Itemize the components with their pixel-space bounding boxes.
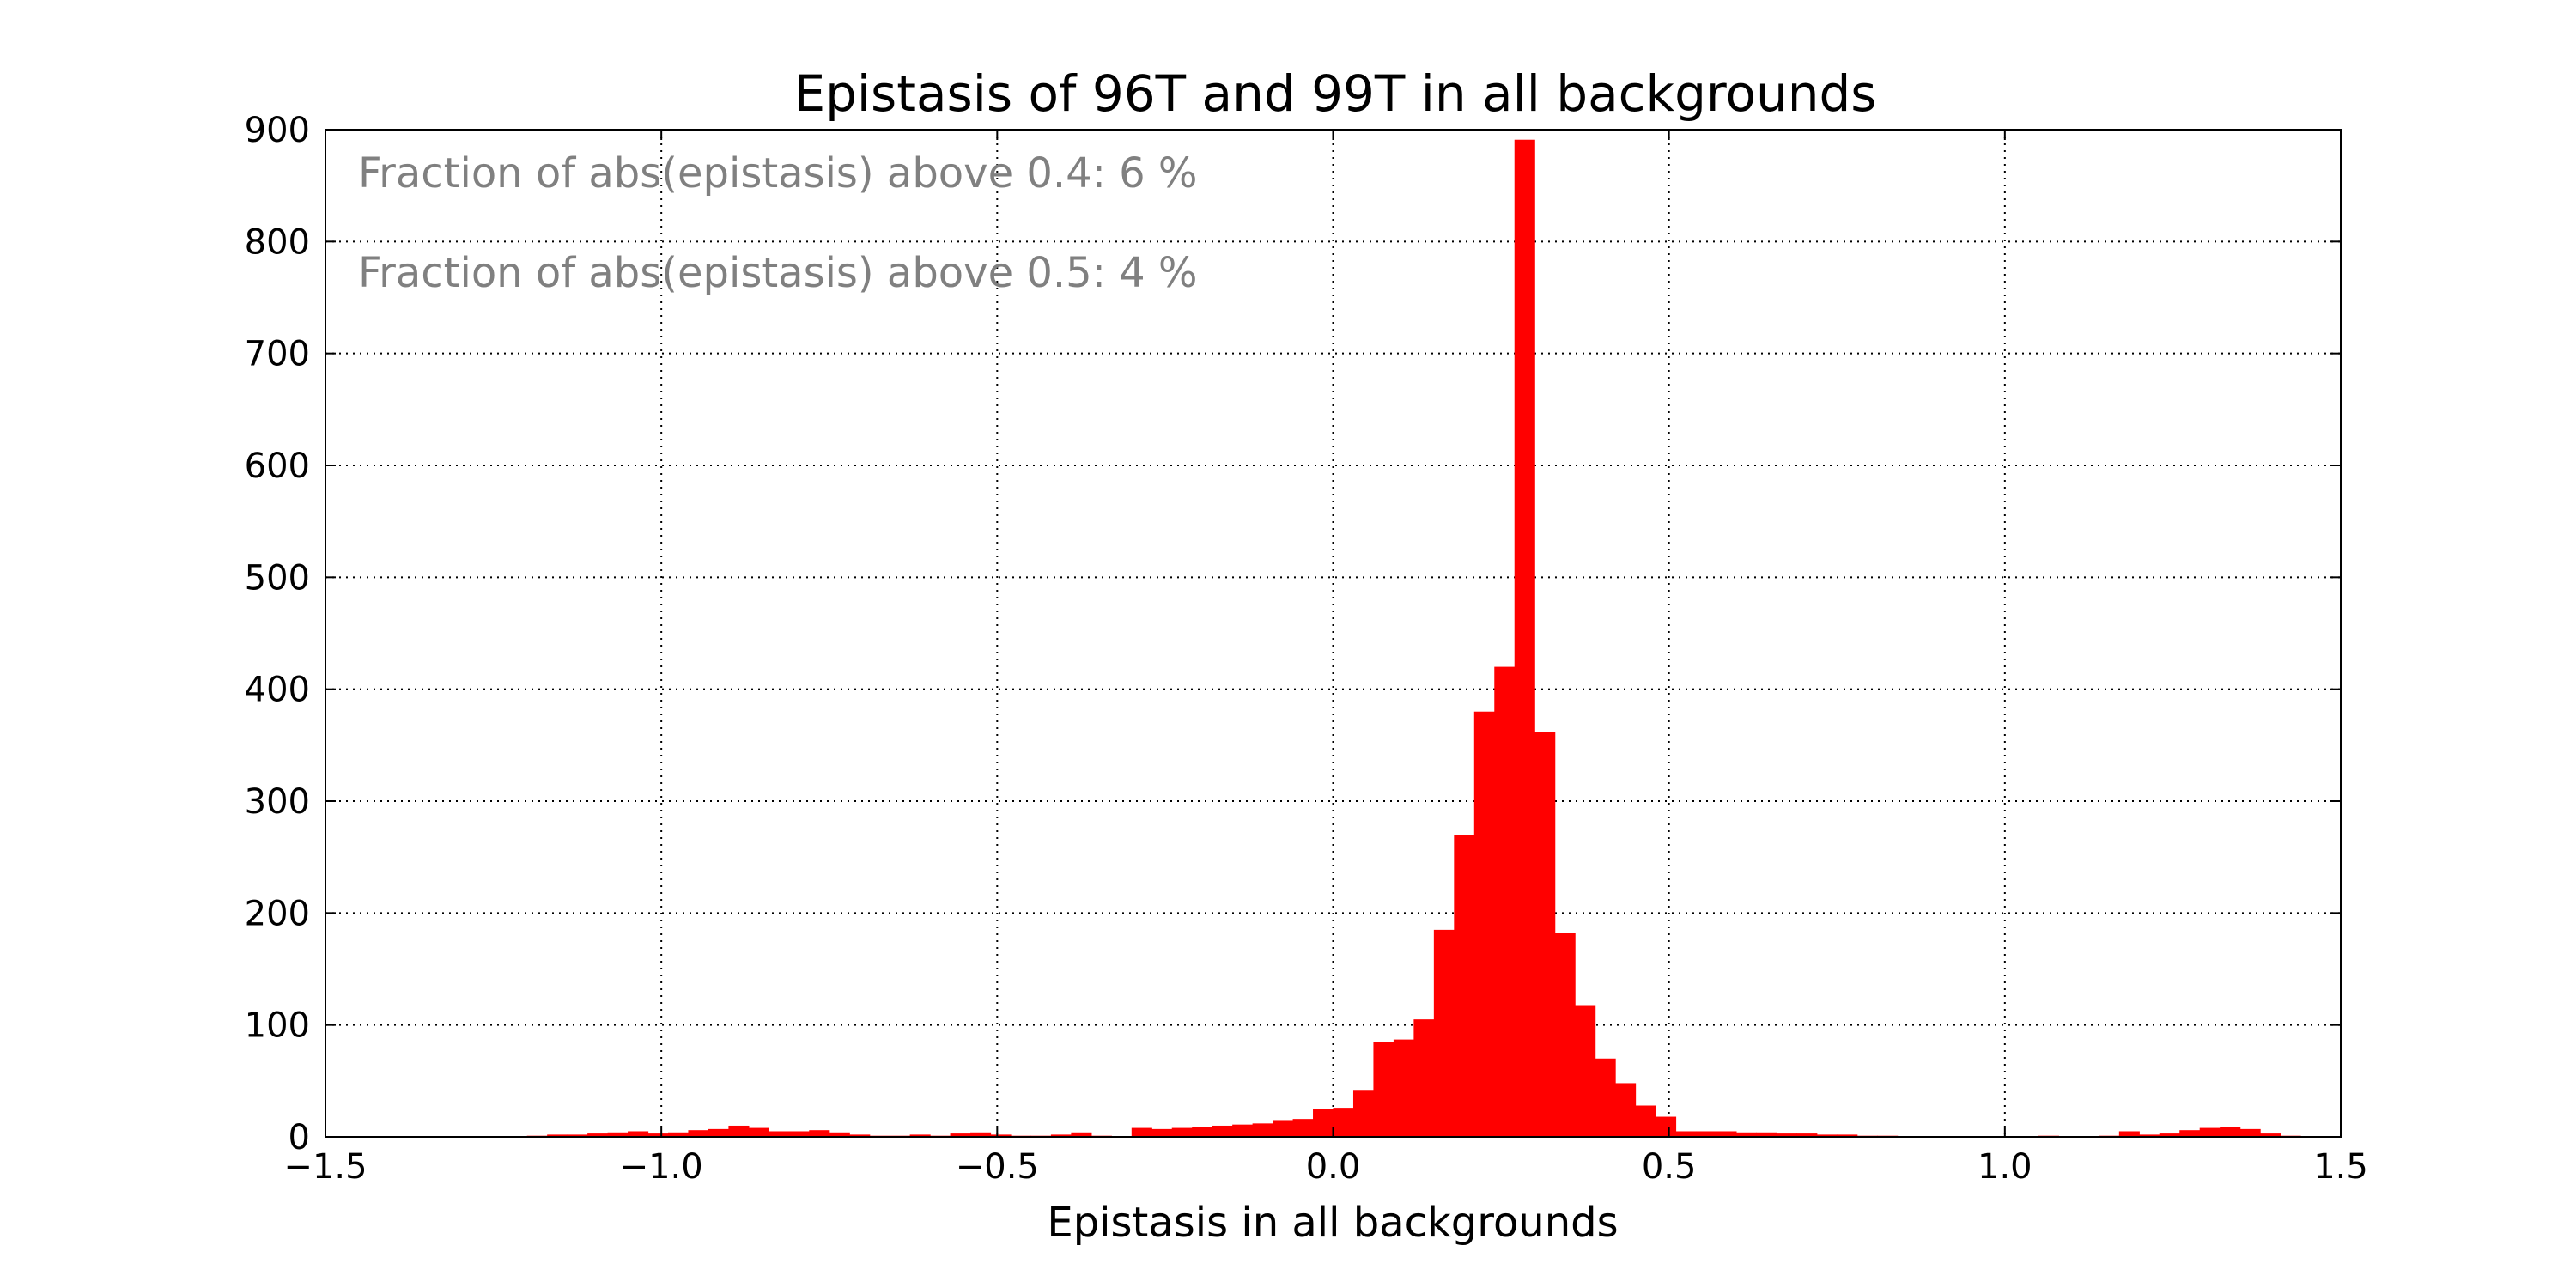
- histogram-bar: [1656, 1116, 1677, 1137]
- histogram-bar: [1716, 1131, 1737, 1137]
- y-tick-label: 0: [289, 1118, 310, 1157]
- histogram-bar: [587, 1133, 609, 1137]
- histogram-bar: [1171, 1127, 1193, 1137]
- histogram-bar: [950, 1133, 971, 1137]
- histogram-bar: [2179, 1130, 2201, 1137]
- histogram-bar: [990, 1134, 1012, 1137]
- histogram-bar: [567, 1134, 588, 1137]
- histogram-bar: [547, 1134, 568, 1137]
- histogram-bar: [809, 1130, 830, 1137]
- histogram-bar: [1675, 1131, 1697, 1137]
- histogram-bar: [1635, 1105, 1656, 1137]
- histogram-bar: [1695, 1131, 1717, 1137]
- histogram-bar: [1514, 139, 1535, 1138]
- histogram-bar: [728, 1125, 750, 1137]
- histogram-bar: [1816, 1134, 1838, 1137]
- x-tick-label: 0.5: [1642, 1147, 1697, 1187]
- histogram-bar: [1292, 1119, 1314, 1137]
- y-tick-label: 800: [245, 222, 310, 262]
- y-tick-label: 200: [245, 894, 310, 933]
- histogram-bar: [708, 1128, 729, 1137]
- histogram-bar: [769, 1131, 790, 1137]
- histogram-bar: [788, 1131, 810, 1137]
- histogram-bar: [1494, 666, 1516, 1137]
- x-axis-label: Epistasis in all backgrounds: [1047, 1199, 1618, 1247]
- histogram-bar: [829, 1132, 850, 1137]
- histogram-bar: [1837, 1134, 1858, 1137]
- histogram-bar: [970, 1132, 992, 1137]
- histogram-bar: [628, 1131, 649, 1137]
- histogram-bar: [1473, 711, 1495, 1137]
- histogram-bar: [1595, 1058, 1616, 1137]
- histogram-bar: [1313, 1109, 1334, 1137]
- histogram-bar: [1615, 1083, 1637, 1137]
- histogram-bar: [2159, 1133, 2180, 1137]
- histogram-bar: [2260, 1133, 2281, 1137]
- histogram-bar: [1534, 732, 1556, 1137]
- histogram-bar: [1373, 1042, 1394, 1137]
- histogram-bar: [748, 1127, 769, 1137]
- histogram-bar: [1413, 1019, 1435, 1137]
- histogram-bar: [909, 1134, 931, 1137]
- x-tick-label: 0.0: [1306, 1147, 1361, 1187]
- histogram-bar: [1050, 1134, 1072, 1137]
- histogram-bar: [2118, 1131, 2140, 1137]
- histogram-bars: [526, 139, 2301, 1138]
- histogram-bar: [2199, 1127, 2221, 1137]
- histogram-bar: [1252, 1123, 1273, 1137]
- histogram-bar: [2220, 1127, 2241, 1137]
- y-tick-label: 500: [245, 558, 310, 598]
- histogram-bar: [1554, 933, 1576, 1137]
- histogram-bar: [647, 1133, 669, 1137]
- histogram-bar: [607, 1132, 629, 1137]
- histogram-bar: [1212, 1125, 1233, 1137]
- y-tick-label: 300: [245, 782, 310, 822]
- histogram-bar: [1735, 1132, 1757, 1137]
- y-tick-label: 100: [245, 1006, 310, 1046]
- histogram-bar: [1232, 1124, 1254, 1137]
- x-tick-label: −0.5: [956, 1147, 1039, 1187]
- histogram-bar: [1352, 1090, 1375, 1137]
- histogram-bar: [2139, 1134, 2160, 1137]
- histogram-bar: [849, 1134, 871, 1137]
- histogram-bar: [1756, 1132, 1777, 1137]
- x-tick-label: 1.5: [2313, 1147, 2368, 1187]
- chart-title: Epistasis of 96T and 99T in all backgrou…: [793, 64, 1876, 123]
- histogram-bar: [1151, 1128, 1173, 1137]
- histogram-bar: [1071, 1132, 1092, 1137]
- x-tick-label: −1.5: [283, 1147, 367, 1187]
- histogram-bar: [667, 1132, 690, 1137]
- x-tick-label: −1.0: [620, 1147, 703, 1187]
- histogram-bar: [1575, 1005, 1596, 1137]
- histogram-bar: [1131, 1127, 1152, 1137]
- y-axis-ticks: 0 100 200 300 400 500 600 700 800 900: [245, 111, 2341, 1157]
- histogram-bar: [1192, 1127, 1213, 1137]
- y-tick-label: 400: [245, 671, 310, 710]
- y-tick-label: 700: [245, 335, 310, 374]
- histogram-bar: [1273, 1120, 1294, 1137]
- histogram-bar: [2239, 1128, 2261, 1137]
- histogram-bar: [1393, 1039, 1414, 1137]
- x-axis-ticks: −1.5 −1.0 −0.5 0.0 0.5 1.0 1.5: [283, 130, 2368, 1187]
- annotation-threshold-0-4: Fraction of abs(epistasis) above 0.4: 6 …: [358, 149, 1198, 197]
- histogram-bar: [1433, 929, 1455, 1137]
- annotation-threshold-0-5: Fraction of abs(epistasis) above 0.5: 4 …: [358, 249, 1198, 297]
- y-tick-label: 900: [245, 111, 310, 150]
- histogram-bar: [1454, 835, 1475, 1137]
- histogram-bar: [688, 1130, 709, 1137]
- histogram-bar: [1776, 1133, 1797, 1137]
- y-tick-label: 600: [245, 447, 310, 486]
- histogram-bar: [1796, 1133, 1818, 1137]
- x-tick-label: 1.0: [1978, 1147, 2032, 1187]
- histogram-bar: [1333, 1108, 1354, 1137]
